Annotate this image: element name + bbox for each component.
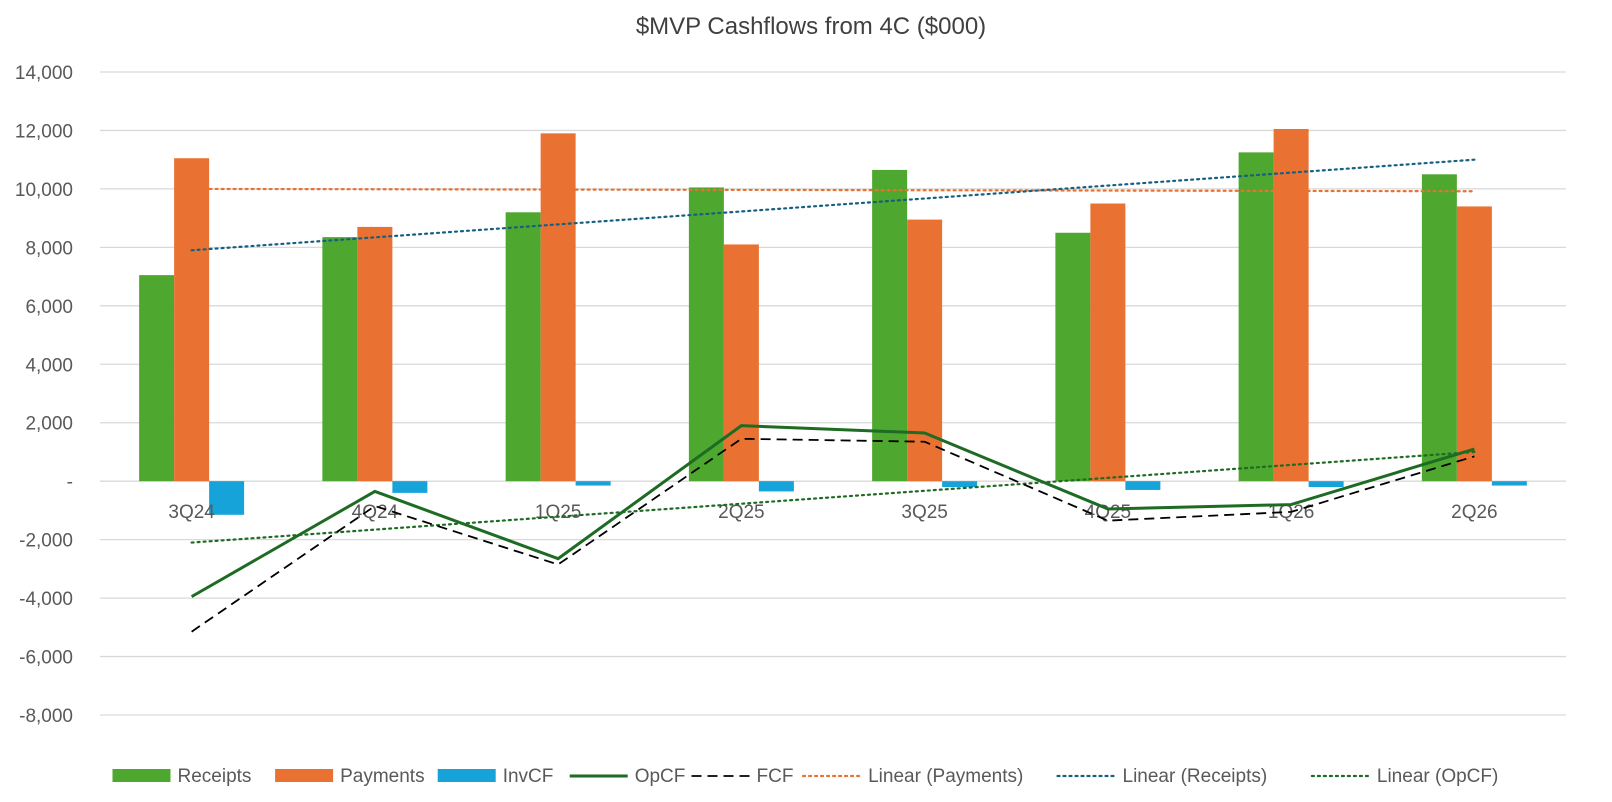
x-tick-label: 3Q25 — [901, 502, 947, 523]
bar-invcf — [209, 481, 245, 515]
y-tick-label: 8,000 — [25, 238, 73, 259]
y-tick-label: -8,000 — [19, 706, 73, 727]
y-tick-label: 2,000 — [25, 414, 73, 435]
bar-payments — [174, 158, 210, 482]
legend-label: Payments — [340, 766, 424, 787]
bar-payments — [540, 133, 576, 482]
y-tick-label: -2,000 — [19, 531, 73, 552]
bar-payments — [1456, 206, 1492, 482]
bar-payments — [357, 226, 393, 482]
trendline-linear-payments — [190, 187, 1476, 193]
y-tick-label: -6,000 — [19, 648, 73, 669]
legend-item-invcf[interactable]: InvCF — [437, 766, 554, 787]
x-tick-label: 2Q26 — [1451, 502, 1497, 523]
bar-receipts — [505, 212, 541, 482]
legend-label: Receipts — [178, 766, 252, 787]
legend-item-fcf[interactable]: FCF — [691, 766, 794, 787]
line-opcf — [190, 424, 1475, 598]
bar-invcf — [758, 481, 794, 492]
bar-invcf — [575, 481, 611, 486]
legend-item-linear-payments[interactable]: Linear (Payments) — [801, 766, 1023, 787]
bar-receipts — [1421, 174, 1457, 482]
bar-receipts — [322, 237, 358, 482]
y-axis-tick-labels: 14,000 12,000 10,000 8,000 6,000 4,000 2,000 - -… — [15, 63, 73, 727]
x-tick-label: 4Q24 — [352, 502, 399, 523]
legend-label: Linear (Payments) — [868, 766, 1023, 787]
chart-title: $MVP Cashflows from 4C ($000) — [636, 13, 986, 40]
legend-label: InvCF — [503, 766, 554, 787]
bar-invcf — [392, 481, 428, 493]
bars — [139, 128, 1527, 515]
x-axis-tick-labels: 3Q24 4Q24 1Q25 2Q25 3Q25 4Q25 1Q26 2Q26 — [168, 502, 1497, 523]
y-tick-label: 4,000 — [25, 355, 73, 376]
legend-item-linear-receipts[interactable]: Linear (Receipts) — [1056, 766, 1268, 787]
legend-label: FCF — [757, 766, 794, 787]
bar-invcf — [1125, 481, 1161, 490]
legend-label: OpCF — [635, 766, 686, 787]
legend-swatch — [112, 769, 171, 782]
bar-invcf — [942, 481, 978, 488]
bar-receipts — [1238, 152, 1274, 482]
bar-invcf — [1308, 481, 1344, 488]
legend-swatch — [275, 769, 334, 782]
legend-swatch — [437, 769, 496, 782]
bar-payments — [723, 244, 759, 482]
y-tick-label: -4,000 — [19, 589, 73, 610]
bar-invcf — [1491, 481, 1527, 486]
trendlines — [190, 158, 1476, 544]
bar-receipts — [688, 187, 724, 482]
legend-label: Linear (OpCF) — [1377, 766, 1498, 787]
lines — [190, 424, 1475, 633]
bar-payments — [1090, 203, 1126, 482]
legend-item-payments[interactable]: Payments — [275, 766, 425, 787]
x-tick-label: 3Q24 — [168, 502, 215, 523]
y-tick-label: 12,000 — [15, 121, 73, 142]
bar-receipts — [872, 169, 908, 482]
x-tick-label: 2Q25 — [718, 502, 764, 523]
legend-item-linear-opcf[interactable]: Linear (OpCF) — [1310, 766, 1498, 787]
legend[interactable]: Receipts Payments InvCF OpCF FCF Linear (Paym… — [112, 766, 1499, 787]
legend-item-receipts[interactable]: Receipts — [112, 766, 252, 787]
y-tick-label: 14,000 — [15, 63, 73, 84]
legend-item-opcf[interactable]: OpCF — [569, 766, 686, 787]
bar-receipts — [139, 275, 175, 482]
x-tick-label: 1Q25 — [535, 502, 581, 523]
line-fcf — [191, 437, 1475, 633]
y-tick-label: 6,000 — [25, 297, 73, 318]
y-tick-label: - — [67, 472, 73, 493]
trendline-linear-receipts — [190, 158, 1476, 252]
trendline-linear-opcf — [190, 450, 1476, 544]
legend-label: Linear (Receipts) — [1123, 766, 1268, 787]
y-tick-label: 10,000 — [15, 180, 73, 201]
bar-receipts — [1055, 232, 1091, 482]
bar-payments — [1273, 128, 1309, 482]
